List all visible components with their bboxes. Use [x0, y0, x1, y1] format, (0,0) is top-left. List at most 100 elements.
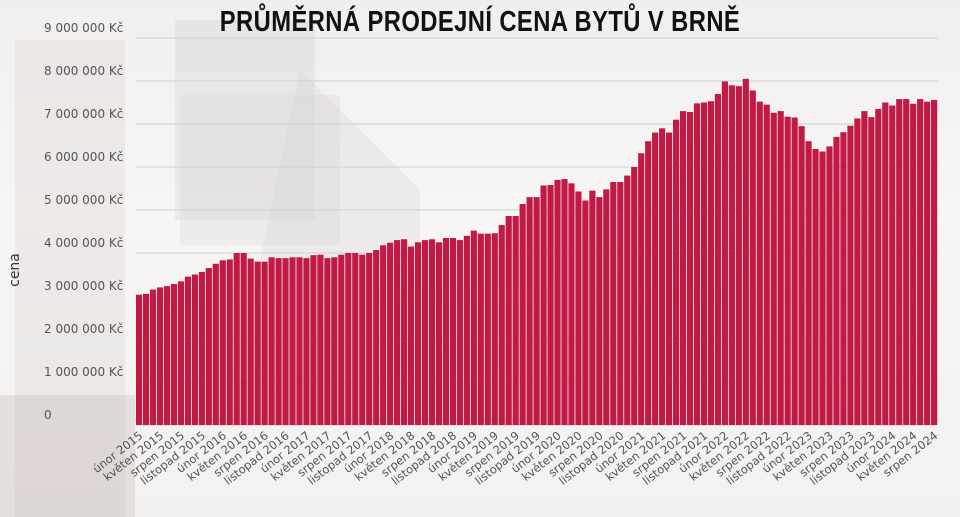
- bar: [652, 132, 659, 425]
- y-tick-label: 9 000 000 Kč: [44, 21, 123, 35]
- bar: [149, 289, 157, 425]
- bar: [247, 258, 254, 425]
- bar: [707, 101, 715, 426]
- bar: [380, 245, 387, 425]
- bar: [373, 249, 380, 425]
- bar: [289, 257, 296, 425]
- bar: [184, 276, 191, 425]
- bar: [672, 119, 680, 425]
- y-tick-label: 2 000 000 Kč: [44, 322, 123, 336]
- bar: [456, 240, 463, 425]
- bar: [903, 99, 910, 425]
- bar: [331, 257, 338, 425]
- bar: [484, 233, 491, 425]
- bar: [505, 216, 512, 425]
- bar: [575, 191, 582, 425]
- bar: [324, 258, 331, 425]
- bar: [491, 233, 498, 425]
- y-tick-label: 1 000 000 Kč: [44, 365, 123, 379]
- bar: [359, 254, 366, 425]
- bar: [261, 261, 268, 425]
- bar: [568, 183, 575, 425]
- bar: [798, 126, 805, 426]
- bar: [603, 189, 610, 425]
- bar: [512, 216, 519, 425]
- bar: [275, 258, 282, 425]
- bar: [387, 242, 394, 425]
- chart-title: PRŮMĚRNÁ PRODEJNÍ CENA BYTŮ V BRNĚ: [219, 6, 741, 38]
- y-tick-label: 3 000 000 Kč: [44, 279, 123, 293]
- bar: [449, 237, 456, 425]
- bar: [394, 240, 401, 425]
- bar: [442, 237, 450, 425]
- bar: [254, 261, 261, 425]
- bar: [721, 81, 728, 426]
- bar: [435, 242, 443, 425]
- bar: [693, 103, 701, 426]
- bar: [763, 104, 770, 426]
- bar: [784, 116, 791, 425]
- bar: [547, 185, 554, 425]
- bar: [191, 274, 198, 425]
- bar: [142, 293, 150, 425]
- bar: [198, 271, 205, 425]
- bar: [338, 254, 345, 425]
- bar: [770, 112, 777, 425]
- bar: [896, 99, 903, 425]
- bar: [819, 151, 826, 425]
- bar: [617, 182, 624, 425]
- bar: [805, 141, 812, 425]
- bar: [931, 99, 938, 426]
- bar: [561, 179, 568, 425]
- bar: [582, 200, 589, 425]
- bar: [163, 286, 171, 425]
- bar: [840, 132, 847, 426]
- bar: [219, 260, 226, 425]
- bar: [177, 281, 185, 425]
- y-tick-label: 6 000 000 Kč: [44, 150, 123, 164]
- y-tick-label: 4 000 000 Kč: [44, 236, 123, 250]
- bar: [303, 258, 310, 425]
- bar: [868, 117, 875, 426]
- bar: [554, 179, 561, 425]
- bar: [714, 93, 721, 426]
- bar: [749, 90, 756, 426]
- bar: [212, 263, 219, 425]
- bar: [777, 111, 784, 425]
- bar: [742, 78, 749, 425]
- bar: [540, 185, 547, 425]
- bar: [812, 148, 819, 425]
- bar: [421, 240, 429, 425]
- bar: [910, 103, 917, 425]
- bar: [924, 101, 931, 425]
- bar: [679, 111, 687, 425]
- bar: [631, 167, 638, 425]
- bar: [861, 111, 868, 425]
- bar: [917, 99, 924, 425]
- bar: [756, 101, 763, 425]
- bar: [875, 108, 882, 425]
- bar: [205, 268, 212, 425]
- bar: [596, 197, 603, 425]
- bar: [282, 258, 289, 425]
- bar: [791, 117, 798, 426]
- y-tick-label: 5 000 000 Kč: [44, 193, 123, 207]
- bar: [854, 118, 861, 425]
- bar: [296, 257, 303, 425]
- bar: [735, 86, 742, 425]
- bar: [477, 233, 484, 425]
- bar: [463, 235, 470, 425]
- bar: [470, 230, 477, 425]
- y-tick-label: 7 000 000 Kč: [44, 107, 123, 121]
- bar: [226, 259, 233, 425]
- bar: [428, 239, 436, 425]
- bar: [352, 253, 359, 425]
- bar: [659, 128, 666, 426]
- bar: [638, 153, 645, 426]
- bar: [519, 203, 526, 425]
- bar: [268, 257, 275, 425]
- bar: [645, 141, 652, 425]
- bar: [233, 253, 240, 425]
- bar: [666, 132, 673, 425]
